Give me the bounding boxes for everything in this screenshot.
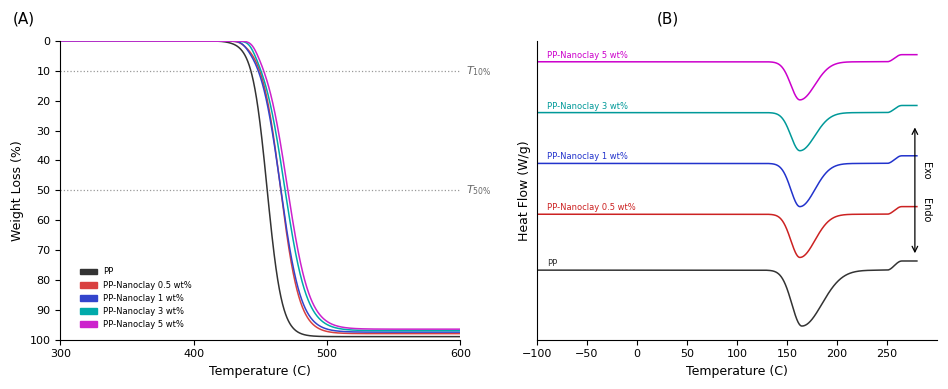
Text: PP-Nanoclay 0.5 wt%: PP-Nanoclay 0.5 wt% — [547, 203, 635, 212]
Y-axis label: Weight Loss (%): Weight Loss (%) — [11, 140, 24, 241]
Text: PP-Nanoclay 1 wt%: PP-Nanoclay 1 wt% — [547, 152, 628, 161]
PP-Nanoclay 5 wt% — [370, 327, 381, 331]
Line: PP-Nanoclay 0.5 wt%: PP-Nanoclay 0.5 wt% — [61, 41, 461, 334]
PP-Nanoclay 0.5 wt% — [239, 44, 250, 48]
PP-Nanoclay 3 wt% — [370, 328, 381, 333]
PP-Nanoclay 1 wt% — [55, 39, 66, 44]
PP-Nanoclay 1 wt% — [443, 330, 454, 335]
X-axis label: Temperature (C): Temperature (C) — [210, 365, 311, 378]
PP-Nanoclay 0.5 wt% — [443, 331, 454, 336]
PP-Nanoclay 3 wt% — [443, 328, 454, 333]
PP — [249, 87, 261, 91]
Text: Exo: Exo — [921, 162, 931, 179]
PP-Nanoclay 3 wt% — [443, 328, 454, 333]
Text: PP-Nanoclay 3 wt%: PP-Nanoclay 3 wt% — [547, 102, 628, 110]
Line: PP-Nanoclay 1 wt%: PP-Nanoclay 1 wt% — [61, 41, 461, 332]
PP-Nanoclay 5 wt% — [443, 327, 454, 331]
PP-Nanoclay 3 wt% — [55, 39, 66, 44]
Y-axis label: Heat Flow (W/g): Heat Flow (W/g) — [519, 140, 531, 241]
PP — [55, 39, 66, 44]
PP-Nanoclay 1 wt% — [443, 330, 454, 335]
Text: $T_{10\%}$: $T_{10\%}$ — [465, 64, 491, 78]
Text: (A): (A) — [12, 11, 34, 26]
PP — [75, 39, 86, 44]
Text: PP-Nanoclay 5 wt%: PP-Nanoclay 5 wt% — [547, 51, 628, 60]
PP-Nanoclay 5 wt% — [455, 327, 466, 331]
Text: PP: PP — [547, 259, 557, 268]
PP-Nanoclay 3 wt% — [249, 53, 261, 58]
Legend: PP, PP-Nanoclay 0.5 wt%, PP-Nanoclay 1 wt%, PP-Nanoclay 3 wt%, PP-Nanoclay 5 wt%: PP, PP-Nanoclay 0.5 wt%, PP-Nanoclay 1 w… — [77, 264, 195, 333]
PP-Nanoclay 1 wt% — [370, 330, 381, 335]
Line: PP-Nanoclay 5 wt%: PP-Nanoclay 5 wt% — [61, 41, 461, 329]
PP-Nanoclay 3 wt% — [455, 328, 466, 333]
Line: PP: PP — [61, 41, 461, 336]
PP-Nanoclay 5 wt% — [249, 47, 261, 52]
PP-Nanoclay 1 wt% — [239, 44, 250, 48]
PP-Nanoclay 0.5 wt% — [55, 39, 66, 44]
PP-Nanoclay 5 wt% — [239, 39, 250, 44]
PP-Nanoclay 0.5 wt% — [443, 331, 454, 336]
PP-Nanoclay 0.5 wt% — [75, 39, 86, 44]
PP-Nanoclay 3 wt% — [239, 40, 250, 44]
PP — [443, 334, 454, 339]
Line: PP-Nanoclay 3 wt%: PP-Nanoclay 3 wt% — [61, 41, 461, 331]
PP-Nanoclay 1 wt% — [455, 330, 466, 335]
PP — [239, 52, 250, 56]
PP-Nanoclay 3 wt% — [75, 39, 86, 44]
PP-Nanoclay 5 wt% — [443, 327, 454, 331]
Text: Endo: Endo — [921, 198, 931, 222]
PP — [455, 334, 466, 339]
PP — [443, 334, 454, 339]
PP-Nanoclay 1 wt% — [249, 60, 261, 65]
Text: (B): (B) — [657, 11, 679, 26]
PP-Nanoclay 0.5 wt% — [370, 331, 381, 336]
PP-Nanoclay 5 wt% — [75, 39, 86, 44]
X-axis label: Temperature (C): Temperature (C) — [686, 365, 788, 378]
PP-Nanoclay 1 wt% — [75, 39, 86, 44]
PP-Nanoclay 5 wt% — [55, 39, 66, 44]
PP — [370, 334, 381, 339]
Text: $T_{50\%}$: $T_{50\%}$ — [465, 184, 491, 197]
PP-Nanoclay 0.5 wt% — [249, 57, 261, 62]
PP-Nanoclay 0.5 wt% — [455, 331, 466, 336]
